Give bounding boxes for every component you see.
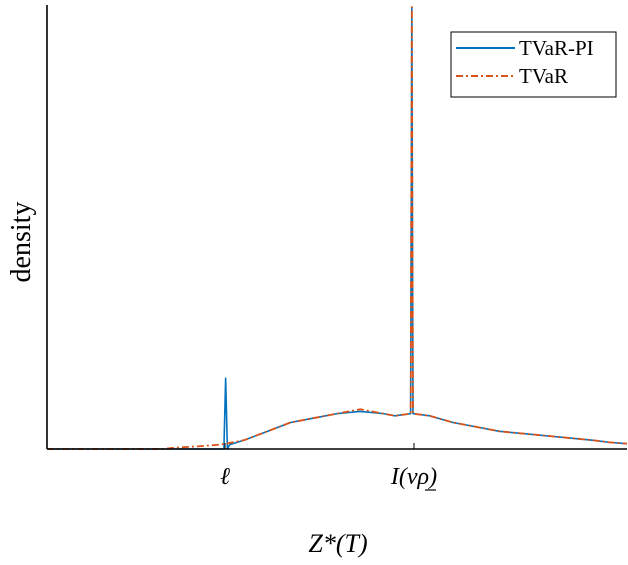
legend-box: [450, 31, 617, 98]
legend-label-tvar-pi: TVaR-PI: [519, 36, 594, 60]
legend: TVaR-PI TVaR: [450, 31, 617, 98]
series-layer: [47, 6, 628, 450]
x-axis-label: Z*(T): [308, 529, 367, 558]
x-tick-label-i: I(νρ): [390, 464, 437, 490]
y-axis-label: density: [6, 202, 37, 283]
x-tick-label-ell: ℓ: [220, 464, 230, 490]
legend-label-tvar: TVaR: [519, 64, 568, 88]
series-line-tvar: [47, 6, 628, 450]
